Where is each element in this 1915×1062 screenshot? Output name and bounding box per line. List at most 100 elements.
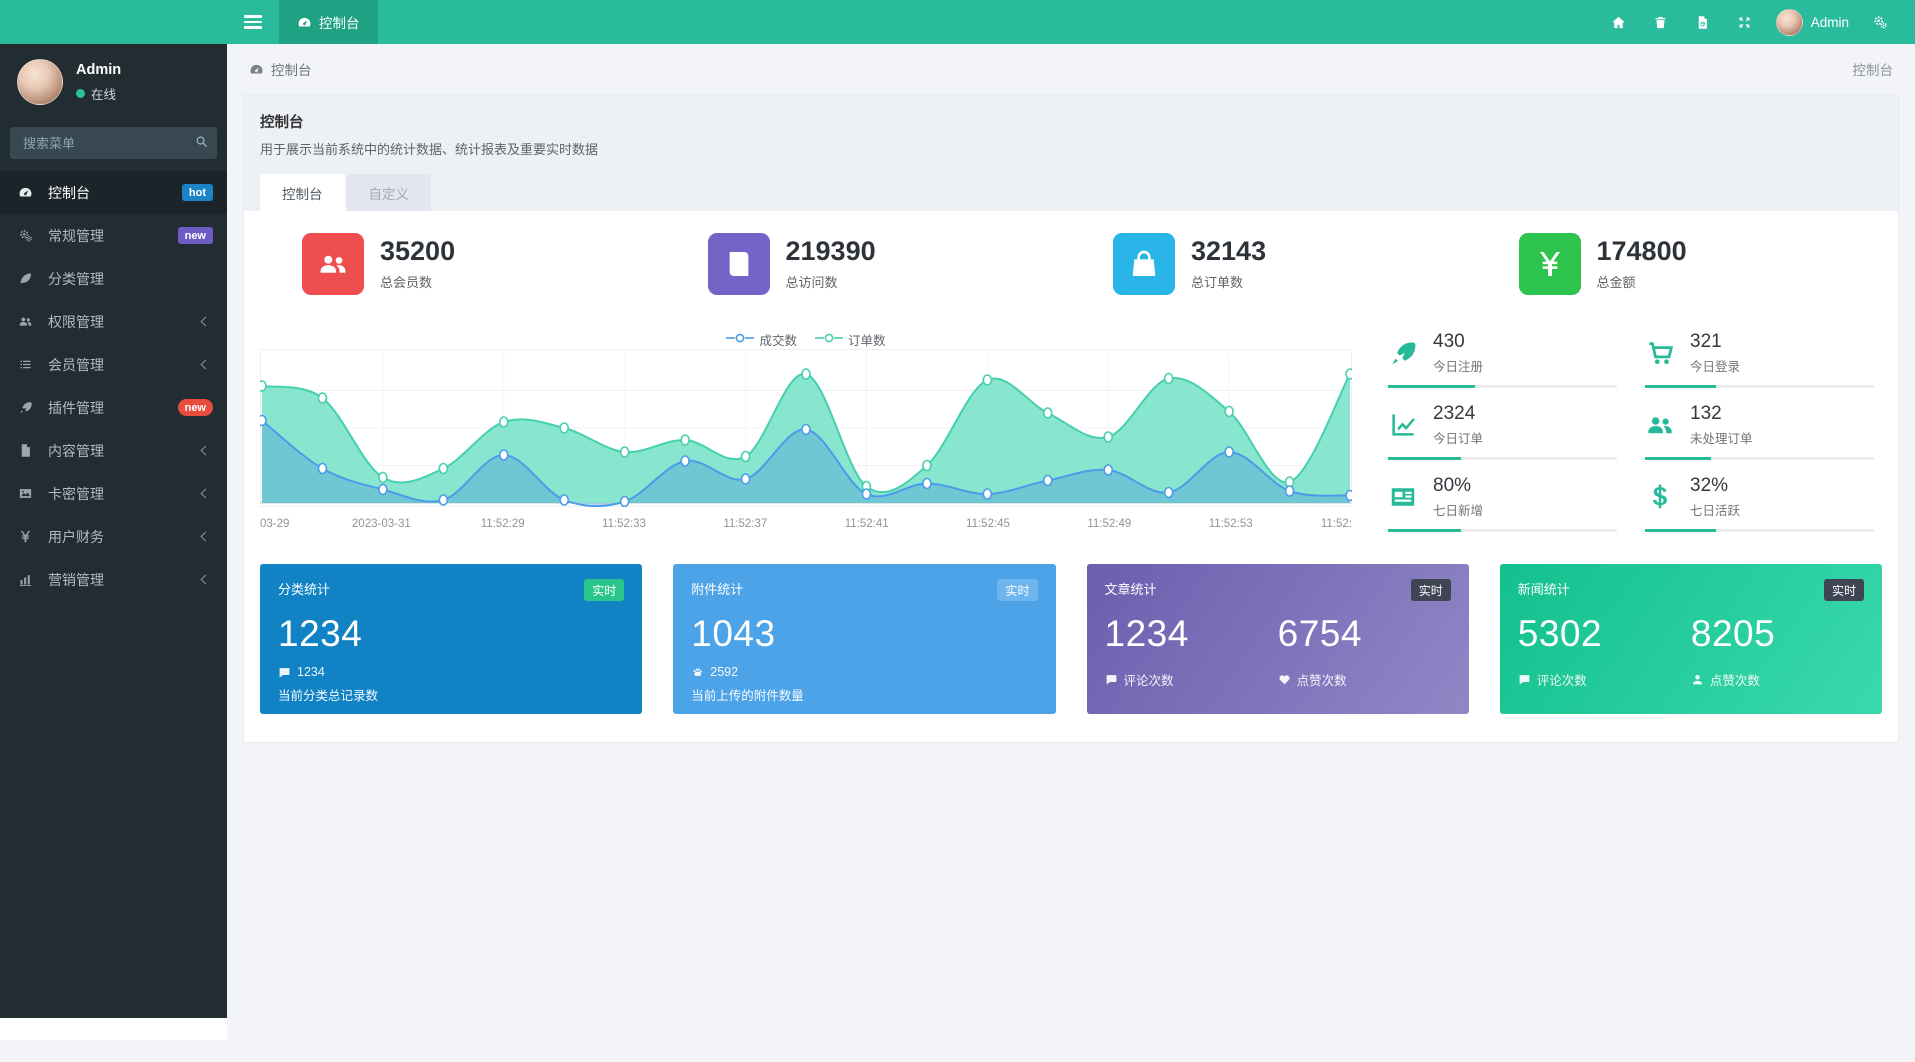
navbar-trash-button[interactable] bbox=[1640, 0, 1682, 44]
sidebar-item-10[interactable]: 营销管理 bbox=[0, 558, 227, 601]
paw-icon bbox=[691, 666, 704, 679]
chevron-left-icon bbox=[200, 316, 211, 327]
cart-icon bbox=[1645, 338, 1675, 368]
sidebar-item-2[interactable]: 常规管理 new bbox=[0, 214, 227, 257]
user-name: Admin bbox=[1810, 14, 1849, 30]
sidebar-item-label: 插件管理 bbox=[48, 399, 104, 416]
avatar bbox=[1775, 8, 1803, 36]
stat-card-2: 219390 总访问数 bbox=[666, 233, 1072, 295]
x-tick-label: 2023-03-31 bbox=[351, 518, 411, 530]
menu-badge: new bbox=[177, 399, 213, 416]
summary-card-head: 文章统计 实时 bbox=[1105, 579, 1451, 601]
quick-stat-text: 132 未处理订单 bbox=[1690, 403, 1753, 447]
navbar-fullscreen-button[interactable] bbox=[1724, 0, 1766, 44]
summary-card-meta: 1234 bbox=[278, 665, 624, 679]
stat-value: 35200 bbox=[380, 235, 456, 266]
stat-card-3: 32143 总订单数 bbox=[1071, 233, 1477, 295]
stat-text: 32143 总订单数 bbox=[1191, 235, 1267, 292]
stat-value: 32143 bbox=[1191, 235, 1267, 266]
sidebar-item-8[interactable]: 卡密管理 bbox=[0, 472, 227, 515]
heart-icon bbox=[1278, 673, 1291, 686]
user-menu[interactable]: Admin bbox=[1766, 8, 1859, 36]
chevron-left-icon bbox=[200, 488, 211, 499]
tab-2[interactable]: 自定义 bbox=[346, 174, 431, 211]
sidebar-item-5[interactable]: 会员管理 bbox=[0, 343, 227, 386]
sidebar-item-label: 权限管理 bbox=[48, 313, 104, 330]
main-content: 控制台 控制台 控制台 用于展示当前系统中的统计数据、统计报表及重要实时数据 控… bbox=[227, 44, 1915, 1062]
sidebar-item-7[interactable]: 内容管理 bbox=[0, 429, 227, 472]
summary-card-title: 分类统计 bbox=[278, 582, 331, 597]
stat-label: 总会员数 bbox=[380, 275, 433, 291]
orders-chart: 成交数 订单数 03-29 2023-03-31 11:52:29 11:52:33 11… bbox=[257, 329, 1355, 534]
breadcrumb-right-label: 控制台 bbox=[1852, 63, 1894, 78]
sidebar-item-1[interactable]: 控制台 hot bbox=[0, 171, 227, 214]
summary-card-title: 附件统计 bbox=[691, 582, 744, 597]
sidebar-toggle-button[interactable] bbox=[227, 0, 279, 44]
dashboard-icon bbox=[18, 185, 42, 200]
summary-card-meta-value: 2592 bbox=[710, 665, 739, 679]
navbar-wipe-cache-button[interactable] bbox=[1682, 0, 1724, 44]
sidebar-item-6[interactable]: 插件管理 new bbox=[0, 386, 227, 429]
trash-icon bbox=[1653, 15, 1668, 30]
summary-card-title: 文章统计 bbox=[1104, 582, 1157, 597]
quick-stat-top: 321 今日登录 bbox=[1645, 331, 1874, 375]
x-tick-label: 11:52:53 bbox=[1208, 518, 1253, 530]
quick-stat-6: 32% 七日活跃 bbox=[1645, 473, 1874, 532]
summary-card-meta-label: 评论次数 bbox=[1123, 674, 1174, 688]
summary-card-meta-label: 评论次数 bbox=[1536, 674, 1587, 688]
dashboard-panel: 控制台 用于展示当前系统中的统计数据、统计报表及重要实时数据 控制台 自定义 35… bbox=[243, 94, 1899, 743]
quick-stat-1: 430 今日注册 bbox=[1388, 329, 1617, 388]
sidebar-footer bbox=[0, 1018, 227, 1040]
legend-item-2[interactable]: 订单数 bbox=[815, 330, 886, 349]
summary-card-columns: 5302 评论次数 8205 点赞次数 bbox=[1518, 615, 1864, 689]
summary-card-col-2: 6754 点赞次数 bbox=[1278, 615, 1451, 689]
quick-stat-value: 132 bbox=[1690, 403, 1722, 424]
online-status-label: 在线 bbox=[91, 87, 117, 102]
nav-tab-dashboard[interactable]: 控制台 bbox=[279, 0, 378, 44]
quick-stat-text: 321 今日登录 bbox=[1690, 331, 1740, 375]
gears-icon bbox=[18, 228, 42, 243]
quick-stat-label: 今日登录 bbox=[1690, 360, 1741, 374]
stat-card-1: 35200 总会员数 bbox=[260, 233, 666, 295]
search-icon[interactable] bbox=[194, 134, 209, 149]
settings-button[interactable] bbox=[1859, 0, 1901, 44]
navbar-home-button[interactable] bbox=[1598, 0, 1640, 44]
tab-1[interactable]: 控制台 bbox=[260, 174, 345, 211]
comment-icon bbox=[1105, 673, 1118, 686]
quick-stat-top: 80% 七日新增 bbox=[1388, 475, 1617, 519]
sidebar-item-label: 常规管理 bbox=[48, 227, 104, 244]
legend-marker-icon bbox=[815, 332, 843, 346]
sidebar-item-label: 控制台 bbox=[48, 184, 90, 201]
sidebar-item-label: 营销管理 bbox=[48, 571, 104, 588]
search-input[interactable] bbox=[10, 127, 217, 159]
user-icon bbox=[1691, 673, 1704, 686]
quick-stat-5: 80% 七日新增 bbox=[1388, 473, 1617, 532]
hamburger-icon bbox=[244, 12, 262, 32]
sidebar-item-4[interactable]: 权限管理 bbox=[0, 300, 227, 343]
chevron-left-icon bbox=[200, 574, 211, 585]
users-icon bbox=[1645, 410, 1675, 440]
legend-item-1[interactable]: 成交数 bbox=[726, 330, 797, 349]
stat-value: 219390 bbox=[785, 235, 876, 266]
quick-stat-value: 80% bbox=[1433, 475, 1472, 496]
summary-card-2: 附件统计 实时 1043 2592 当前上传的附件数量 bbox=[673, 564, 1056, 714]
x-tick-label: 11:52: bbox=[1320, 518, 1352, 530]
quick-stat-text: 2324 今日订单 bbox=[1433, 403, 1483, 447]
stat-label: 总访问数 bbox=[785, 275, 838, 291]
breadcrumb-label[interactable]: 控制台 bbox=[271, 63, 312, 78]
quick-stat-label: 今日注册 bbox=[1433, 360, 1484, 374]
summary-card-col-1: 1234 评论次数 bbox=[1105, 615, 1278, 689]
sidebar-item-label: 会员管理 bbox=[48, 356, 104, 373]
sidebar-item-3[interactable]: 分类管理 bbox=[0, 257, 227, 300]
quick-stat-value: 2324 bbox=[1433, 403, 1476, 424]
quick-stat-label: 未处理订单 bbox=[1690, 432, 1753, 446]
realtime-badge: 实时 bbox=[1410, 579, 1451, 601]
image-icon bbox=[18, 486, 42, 501]
summary-card-meta: 评论次数 bbox=[1105, 670, 1278, 689]
quick-stat-progress bbox=[1645, 457, 1874, 460]
sidebar-item-label: 用户财务 bbox=[48, 528, 104, 545]
profile-name: Admin bbox=[76, 61, 122, 78]
sidebar-item-9[interactable]: 用户财务 bbox=[0, 515, 227, 558]
summary-card-3: 文章统计 实时 1234 评论次数 6754 点赞次数 bbox=[1086, 564, 1469, 714]
newspaper-icon bbox=[1388, 482, 1418, 512]
